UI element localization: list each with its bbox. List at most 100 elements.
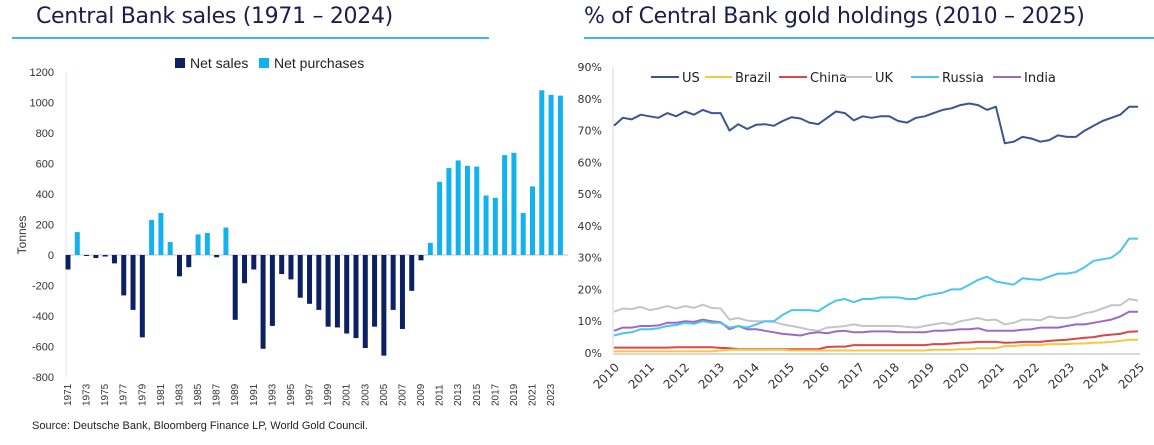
x-tick-label: 2015 (766, 360, 797, 391)
y-tick-label: 50% (578, 188, 602, 201)
x-tick-label: 2009 (416, 383, 427, 406)
bar-2010 (427, 242, 433, 255)
x-tick-label: 2011 (435, 384, 446, 406)
y-tick-label: -400 (32, 311, 54, 323)
x-tick-label: 1973 (82, 383, 93, 406)
bar-1987 (214, 255, 220, 258)
y-tick-label: -800 (32, 372, 54, 384)
x-tick-label: 2022 (1011, 360, 1042, 391)
x-tick-label: 2018 (871, 360, 902, 391)
x-tick-label: 2010 (591, 360, 622, 391)
bar-1996 (297, 255, 303, 298)
bar-1995 (288, 255, 294, 280)
x-tick-label: 2023 (1046, 360, 1077, 391)
bar-2017 (492, 197, 498, 255)
bar-1974 (93, 255, 99, 259)
bar-2008 (409, 255, 415, 291)
source-note: Source: Deutsche Bank, Bloomberg Finance… (32, 420, 368, 432)
bar-2022 (539, 90, 545, 255)
x-tick-label: 1977 (119, 383, 130, 406)
bar-2007 (399, 255, 405, 329)
x-tick-label: 2012 (661, 360, 692, 391)
x-tick-label: 2013 (453, 383, 464, 406)
y-tick-label: 800 (36, 128, 54, 140)
y-tick-label: 200 (36, 220, 54, 232)
bar-2006 (390, 255, 396, 310)
bar-1997 (307, 255, 313, 304)
line-brazil (614, 338, 1138, 353)
bar-1976 (111, 255, 117, 264)
x-tick-label: 2005 (379, 383, 390, 406)
line-us (613, 102, 1138, 145)
bar-2009 (418, 255, 424, 261)
x-tick-label: 2017 (490, 383, 501, 406)
line-uk (613, 298, 1139, 332)
x-tick-label: 2021 (976, 360, 1007, 391)
x-tick-label: 2023 (546, 383, 557, 406)
bar-2020 (520, 213, 526, 255)
y-tick-label: 1200 (30, 67, 54, 79)
x-tick-label: 2007 (397, 383, 408, 406)
right-chart-title: % of Central Bank gold holdings (2010 – … (584, 4, 1085, 29)
y-tick-label: 40% (578, 220, 602, 233)
line-india (613, 310, 1138, 337)
bar-chart: -800 -600 -400 -200 0 200 400 600 800 1000 1200 Ton… (15, 55, 568, 406)
bar-1999 (325, 255, 331, 327)
x-tick-label: 2014 (731, 360, 762, 391)
y-tick-label: 90% (578, 61, 602, 74)
bar-1980 (149, 219, 155, 255)
y-tick-label: 400 (36, 189, 54, 201)
x-tick-label: 1971 (63, 383, 74, 406)
bar-2000 (334, 255, 340, 328)
bar-2012 (446, 168, 452, 255)
bar-1990 (242, 255, 248, 284)
bar-1988 (223, 227, 229, 255)
y-axis-label: Tonnes (15, 216, 29, 255)
bar-2001 (344, 255, 350, 334)
y-tick-label: 10% (578, 315, 602, 328)
y-tick-label: 20% (578, 283, 602, 296)
bar-1971 (65, 255, 71, 270)
bar-1975 (102, 255, 108, 257)
x-tick-label: 1995 (286, 383, 297, 406)
legend-label-uk: UK (875, 71, 894, 86)
x-tick-label: 1989 (230, 383, 241, 406)
bar-2013 (455, 160, 461, 255)
bar-1979 (139, 255, 145, 338)
x-tick-label: 2017 (836, 360, 867, 391)
y-tick-label: 0 (48, 250, 54, 262)
x-tick-label: 1997 (305, 383, 316, 406)
legend-swatch-net-sales (175, 58, 185, 68)
x-tick-label: 1999 (323, 383, 334, 406)
x-tick-label: 2015 (472, 383, 483, 406)
x-tick-label: 2021 (528, 383, 539, 406)
x-tick-label: 2019 (509, 383, 520, 406)
y-tick-label: 30% (578, 252, 602, 265)
x-tick-label: 1983 (174, 383, 185, 406)
bar-1991 (251, 255, 257, 270)
line-russia (613, 237, 1138, 337)
bar-2021 (530, 186, 535, 255)
bar-1985 (195, 234, 201, 255)
bar-1978 (130, 255, 136, 310)
line-china (614, 330, 1139, 351)
x-tick-label: 2013 (696, 360, 727, 391)
bar-1984 (186, 255, 192, 268)
x-tick-label: 2020 (941, 360, 972, 391)
x-tick-label: 2019 (906, 360, 937, 391)
y-tick-label: -600 (32, 342, 54, 354)
legend-label-net-purchases: Net purchases (274, 55, 364, 71)
bar-1986 (204, 232, 210, 255)
x-tick-label: 1991 (249, 383, 260, 406)
bar-1993 (269, 255, 275, 326)
y-tick-label: 0% (585, 347, 602, 360)
bar-1977 (121, 255, 127, 296)
bar-1972 (74, 232, 80, 255)
bar-2011 (437, 181, 443, 255)
bar-2018 (502, 155, 508, 255)
x-tick-label: 2001 (342, 383, 353, 406)
left-chart-title: Central Bank sales (1971 – 2024) (36, 4, 393, 29)
x-tick-label: 2003 (360, 383, 371, 406)
x-tick-label: 2025 (1116, 360, 1147, 391)
right-title-rule (584, 37, 1154, 39)
